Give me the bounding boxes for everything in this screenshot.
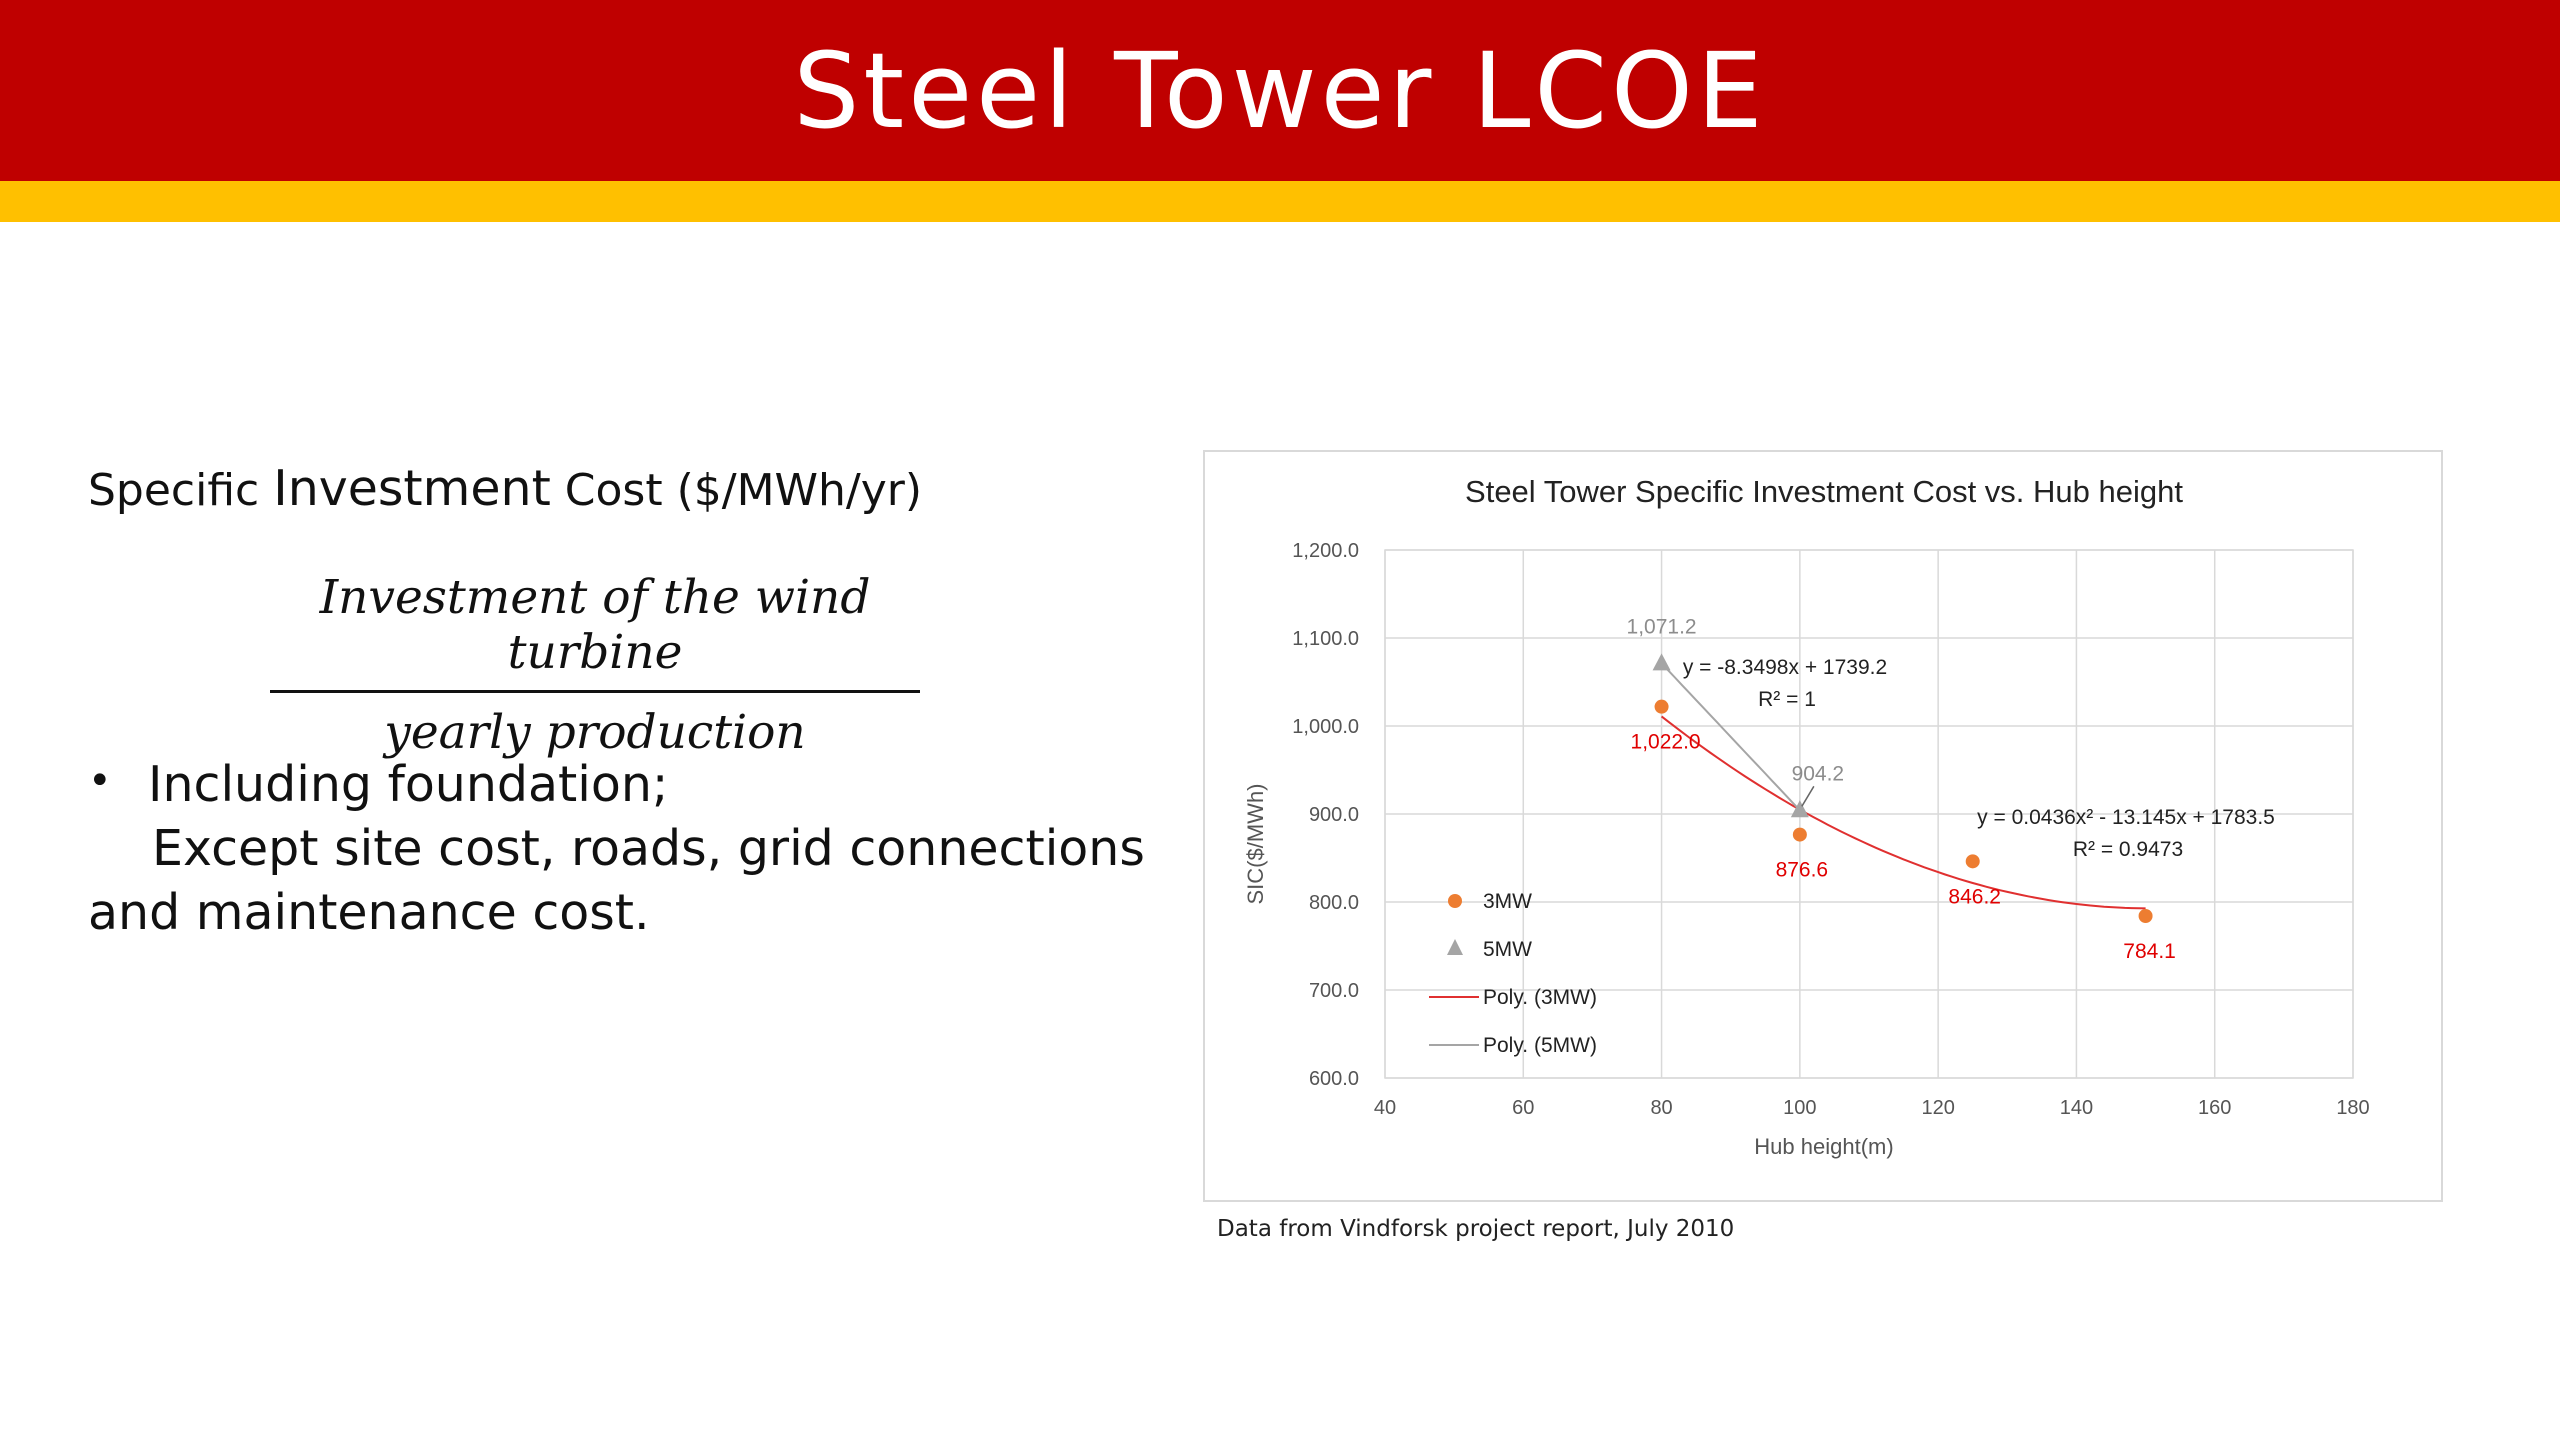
bullet-continuation-2: and maintenance cost. [88,884,650,941]
trend-equation-3mw: y = 0.0436x² - 13.145x + 1783.5 [1977,806,2275,829]
legend-label-3mw: 3MW [1483,890,1532,913]
sic-heading-emphasis: Investment [273,460,551,517]
data-label-3mw: 784.1 [2123,940,2176,963]
legend-label-poly-3mw: Poly. (3MW) [1483,986,1597,1009]
title-banner [0,0,2560,181]
sic-heading-prefix: Specific [88,465,274,516]
trend-r2-3mw: R² = 0.9473 [2073,838,2183,861]
sic-heading-suffix: Cost ($/MWh/yr) [550,465,923,516]
formula-denominator: yearly production [384,705,806,760]
data-label-3mw: 1,022.0 [1631,731,1701,754]
bullet-continuation-1: Except site cost, roads, grid connection… [152,820,1145,877]
bullet-text: Including foundation; [148,756,669,813]
x-axis-title: Hub height(m) [1754,1134,1893,1159]
x-tick-label: 140 [2060,1097,2093,1119]
x-tick-label: 160 [2198,1097,2231,1119]
y-tick-label: 1,100.0 [1292,628,1359,650]
y-tick-label: 700.0 [1309,980,1359,1002]
accent-stripe [0,181,2560,222]
trend-equation-5mw: y = -8.3498x + 1739.2 [1683,656,1887,679]
sic-scatter-chart: Steel Tower Specific Investment Cost vs.… [1243,474,2370,1159]
sic-formula: Investment of the wind turbine yearly pr… [270,570,920,760]
point-3mw [1654,699,1669,714]
x-tick-label: 60 [1512,1097,1534,1119]
data-label-5mw: 904.2 [1792,762,1845,785]
point-3mw [1792,827,1807,842]
legend-label-poly-5mw: Poly. (5MW) [1483,1034,1597,1057]
trendline-5mw [1660,662,1801,811]
trendline-3mw [1660,715,2146,910]
bullet-marker: • [88,758,112,804]
sic-heading: Specific Investment Cost ($/MWh/yr) [88,460,922,517]
x-tick-label: 100 [1783,1097,1816,1119]
y-tick-label: 900.0 [1309,804,1359,826]
y-tick-label: 800.0 [1309,892,1359,914]
slide-title: Steel Tower LCOE [793,29,1767,152]
point-5mw [1652,653,1671,671]
y-tick-label: 600.0 [1309,1068,1359,1090]
trend-r2-5mw: R² = 1 [1758,688,1816,711]
source-note: Data from Vindforsk project report, July… [1217,1216,1735,1242]
legend-marker-5mw [1447,939,1463,955]
x-tick-label: 80 [1650,1097,1672,1119]
data-label-3mw: 846.2 [1948,885,2001,908]
legend-marker-3mw [1448,894,1462,908]
y-tick-label: 1,200.0 [1292,540,1359,562]
point-5mw [1790,800,1809,818]
chart-frame: Steel Tower Specific Investment Cost vs.… [1203,450,2443,1202]
chart-title: Steel Tower Specific Investment Cost vs.… [1465,474,2183,509]
y-axis-title: SIC($/MWh) [1243,784,1268,905]
formula-numerator: Investment of the wind turbine [270,570,920,693]
data-label-3mw: 876.6 [1776,859,1829,882]
legend-label-5mw: 5MW [1483,938,1532,961]
data-label-leader [1801,785,1815,807]
data-label-5mw: 1,071.2 [1627,615,1697,638]
x-tick-label: 180 [2336,1097,2369,1119]
point-3mw [1965,854,1980,869]
x-tick-label: 40 [1374,1097,1396,1119]
y-tick-label: 1,000.0 [1292,716,1359,738]
x-tick-label: 120 [1921,1097,1954,1119]
point-3mw [2138,908,2153,923]
